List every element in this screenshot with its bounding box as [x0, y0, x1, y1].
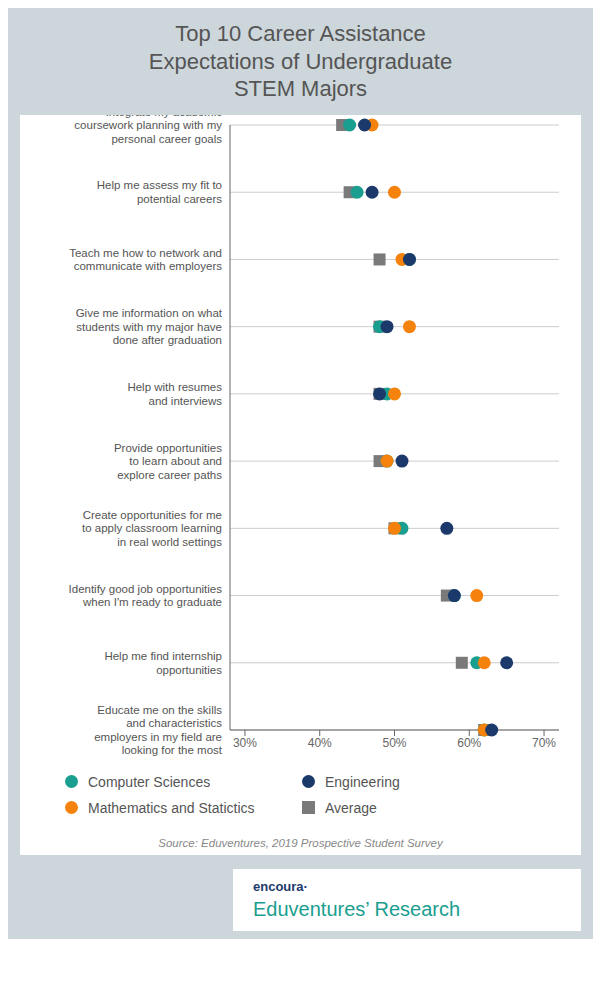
html-text:Source: Eduventures, 2019 Pros: Source: Eduventures, 2019 Prospective St…: [158, 836, 443, 849]
svg-text:Integrate my academiccoursewor: Integrate my academiccoursework planning…: [74, 115, 222, 145]
html-text:Engineering: Engineering: [325, 773, 400, 790]
svg-text:Help with resumesand interview: Help with resumesand interviews: [127, 381, 222, 407]
html-text:Average: Average: [325, 799, 377, 816]
svg-text:Teach me how to network andcom: Teach me how to network andcommunicate w…: [69, 246, 222, 271]
svg-text:60%: 60%: [457, 735, 481, 749]
svg-text:Help me assess my fit topotent: Help me assess my fit topotential career…: [97, 179, 223, 205]
svg-text:Help me find internshipopportu: Help me find internshipopportunities: [104, 650, 222, 676]
svg-text:50%: 50%: [382, 735, 406, 749]
html-text:Top 10 Career Assistance Expec: Top 10 Career Assistance Expectations of…: [148, 21, 453, 101]
svg-text:40%: 40%: [308, 735, 332, 749]
html-text:Mathematics and Statictics: Mathematics and Statictics: [88, 799, 255, 816]
html-text:Computer Sciences: Computer Sciences: [88, 773, 211, 790]
svg-text:Give me information on whatstu: Give me information on whatstudents with…: [76, 307, 223, 346]
html-text:encoura·: encoura·: [253, 878, 308, 894]
html-text:Eduventures’ Research: Eduventures’ Research: [253, 897, 461, 920]
svg-text:30%: 30%: [233, 735, 257, 749]
svg-text:70%: 70%: [532, 735, 556, 749]
svg-text:Provide opportunitiesto learn: Provide opportunitiesto learn about ande…: [114, 441, 222, 480]
svg-text:Educate me on the skillsand ch: Educate me on the skillsand characterist…: [94, 703, 223, 756]
svg-text:Create opportunities for meto: Create opportunities for meto apply clas…: [82, 508, 222, 547]
svg-text:Identify good job opportunitie: Identify good job opportunitieswhen I'm …: [69, 582, 223, 608]
